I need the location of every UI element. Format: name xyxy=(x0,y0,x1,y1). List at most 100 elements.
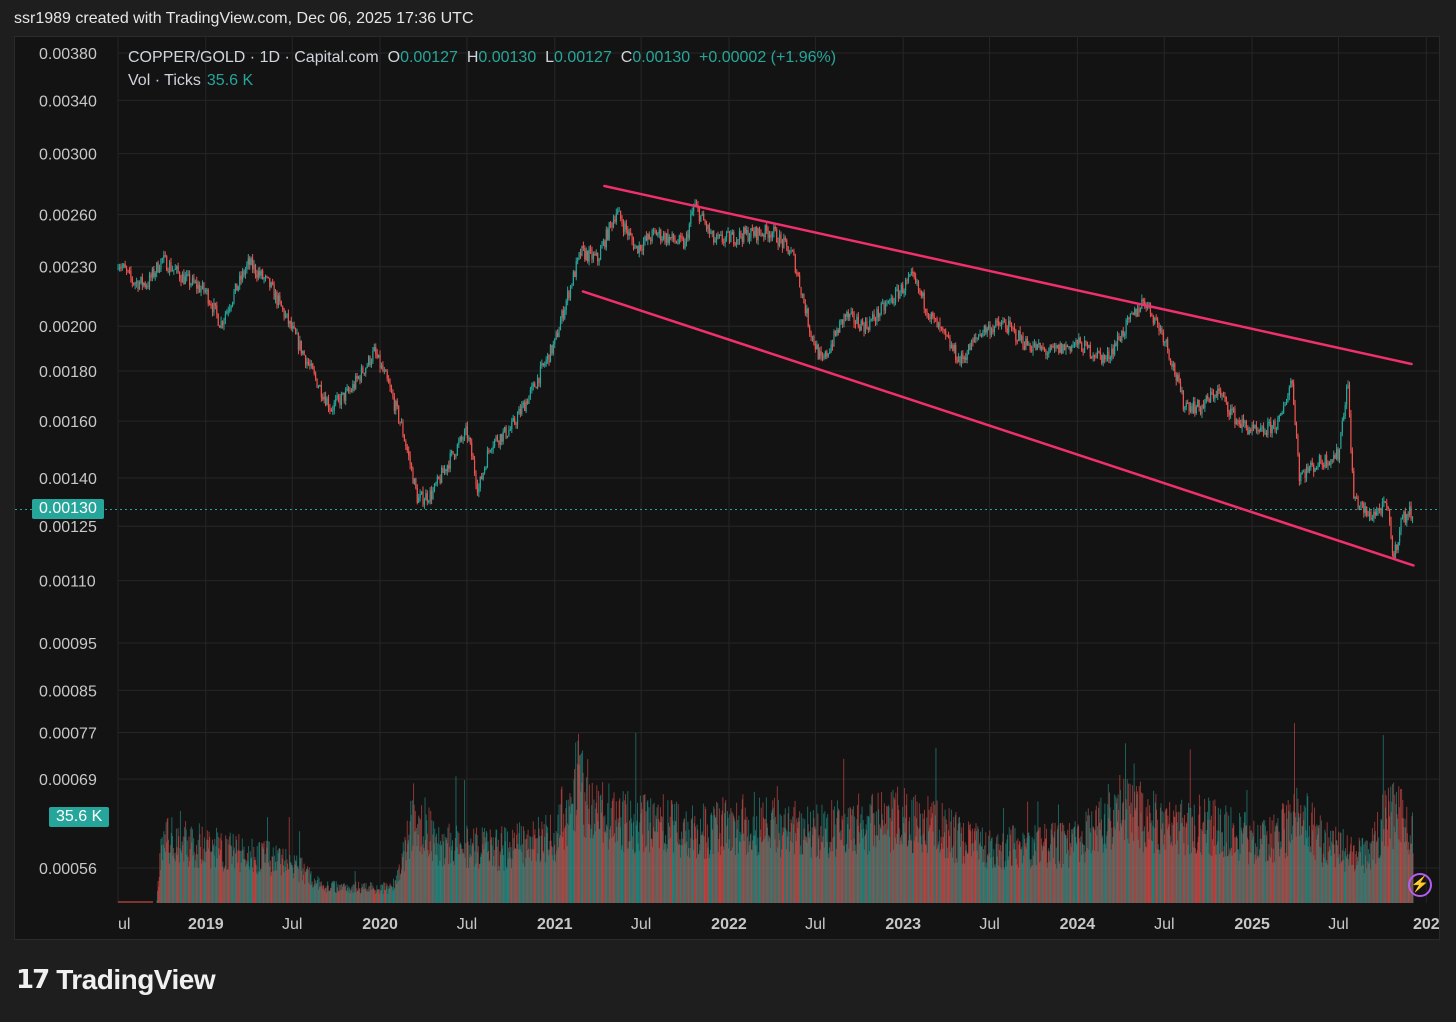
volume-bar xyxy=(429,853,431,903)
volume-bar xyxy=(1121,826,1123,903)
candle-body xyxy=(1360,502,1362,506)
volume-bar xyxy=(231,864,233,903)
volume-bar xyxy=(252,872,254,903)
candle-body xyxy=(969,344,971,351)
candle-body xyxy=(312,363,314,370)
candle-body xyxy=(1033,343,1036,346)
volume-bar xyxy=(878,840,880,903)
volume-bar xyxy=(994,864,996,903)
volume-bar xyxy=(1346,858,1348,903)
volume-bar xyxy=(332,880,334,903)
candle-body xyxy=(349,390,351,392)
candle-body xyxy=(1111,348,1113,358)
volume-bar xyxy=(568,806,570,903)
candle-body xyxy=(992,329,994,333)
candle-body xyxy=(170,262,172,272)
volume-bar xyxy=(1188,807,1190,903)
volume-bar xyxy=(284,860,286,903)
volume-bar xyxy=(1064,833,1066,903)
volume-bar xyxy=(988,835,990,903)
volume-bar xyxy=(232,856,234,903)
candle-body xyxy=(327,398,330,409)
volume-bar xyxy=(285,848,287,903)
volume-bar xyxy=(311,881,313,903)
volume-bar xyxy=(1020,849,1022,903)
candle-body xyxy=(773,226,775,233)
chart-frame[interactable]: 0.00380 0.00340 0.00300 0.00260 0.00230 0.002… xyxy=(14,36,1440,940)
candle-body xyxy=(203,282,205,292)
volume-bar xyxy=(567,823,569,903)
candle-body xyxy=(362,367,364,373)
volume-bar xyxy=(527,850,529,903)
candle-body xyxy=(415,478,417,489)
volume-bar xyxy=(1312,824,1314,903)
volume-bar xyxy=(1295,836,1297,903)
candle-body xyxy=(227,310,229,312)
volume-bar xyxy=(1255,843,1257,903)
chart-canvas[interactable]: 0.003800.003400.003000.002600.002300.002… xyxy=(15,37,1440,940)
volume-bar xyxy=(852,806,854,903)
volume-bar xyxy=(482,831,484,903)
volume-bar xyxy=(1030,858,1032,903)
volume-bar xyxy=(557,847,559,903)
volume-bar xyxy=(1135,786,1137,903)
lightning-icon[interactable]: ⚡ xyxy=(1408,873,1432,897)
volume-bar xyxy=(925,844,927,903)
volume-bar xyxy=(297,868,299,903)
volume-bar xyxy=(842,845,844,903)
candle-body xyxy=(406,446,408,451)
volume-bar xyxy=(685,830,687,903)
trendlines xyxy=(581,184,1415,567)
volume-bar xyxy=(721,810,723,903)
candle-body xyxy=(713,231,715,243)
volume-bar xyxy=(696,858,698,903)
volume-bar xyxy=(536,838,538,903)
volume-bar xyxy=(287,868,289,903)
volume-bar xyxy=(157,890,159,903)
volume-bar xyxy=(213,855,215,903)
volume-bar xyxy=(237,849,239,903)
volume-bar xyxy=(383,882,385,903)
volume-bar xyxy=(207,840,209,903)
volume-bar xyxy=(807,806,809,903)
volume-bar xyxy=(519,849,521,903)
volume-bar xyxy=(432,834,434,903)
candle-body xyxy=(937,322,940,328)
candle-body xyxy=(714,240,716,243)
volume-bar xyxy=(723,849,725,903)
volume-bar xyxy=(410,815,412,903)
volume-bar xyxy=(529,835,531,903)
candle-body xyxy=(602,240,605,246)
volume-bar xyxy=(1368,863,1370,903)
candle-body xyxy=(1381,502,1384,515)
volume-bar xyxy=(610,825,612,903)
candle-body xyxy=(240,275,242,280)
volume-bar xyxy=(1240,816,1242,903)
volume-bar xyxy=(228,844,230,903)
volume-bar xyxy=(474,833,476,903)
volume-bar xyxy=(1049,844,1051,903)
volume-bar xyxy=(477,852,479,903)
candle-body xyxy=(326,398,328,406)
candle-body xyxy=(777,242,779,246)
volume-bar xyxy=(649,822,651,903)
volume-bar xyxy=(793,807,795,903)
last-volume-tag: 35.6 K xyxy=(49,807,110,827)
volume-bar xyxy=(666,843,668,903)
volume-bar xyxy=(221,840,223,903)
candle-body xyxy=(615,213,617,222)
volume-bar xyxy=(400,873,402,903)
volume-bar xyxy=(1007,859,1009,903)
y-tick-label: 0.00056 xyxy=(39,861,97,878)
volume-bar xyxy=(387,888,389,903)
candle-body xyxy=(794,254,796,273)
volume-bar xyxy=(546,832,548,903)
volume-bar xyxy=(1234,837,1236,903)
candle-body xyxy=(166,256,168,271)
volume-bar xyxy=(1189,749,1191,903)
volume-bar xyxy=(737,853,739,903)
volume-bar xyxy=(1288,840,1290,903)
candle-body xyxy=(280,300,282,307)
volume-bar xyxy=(1309,851,1311,903)
volume-bar xyxy=(1003,867,1005,903)
